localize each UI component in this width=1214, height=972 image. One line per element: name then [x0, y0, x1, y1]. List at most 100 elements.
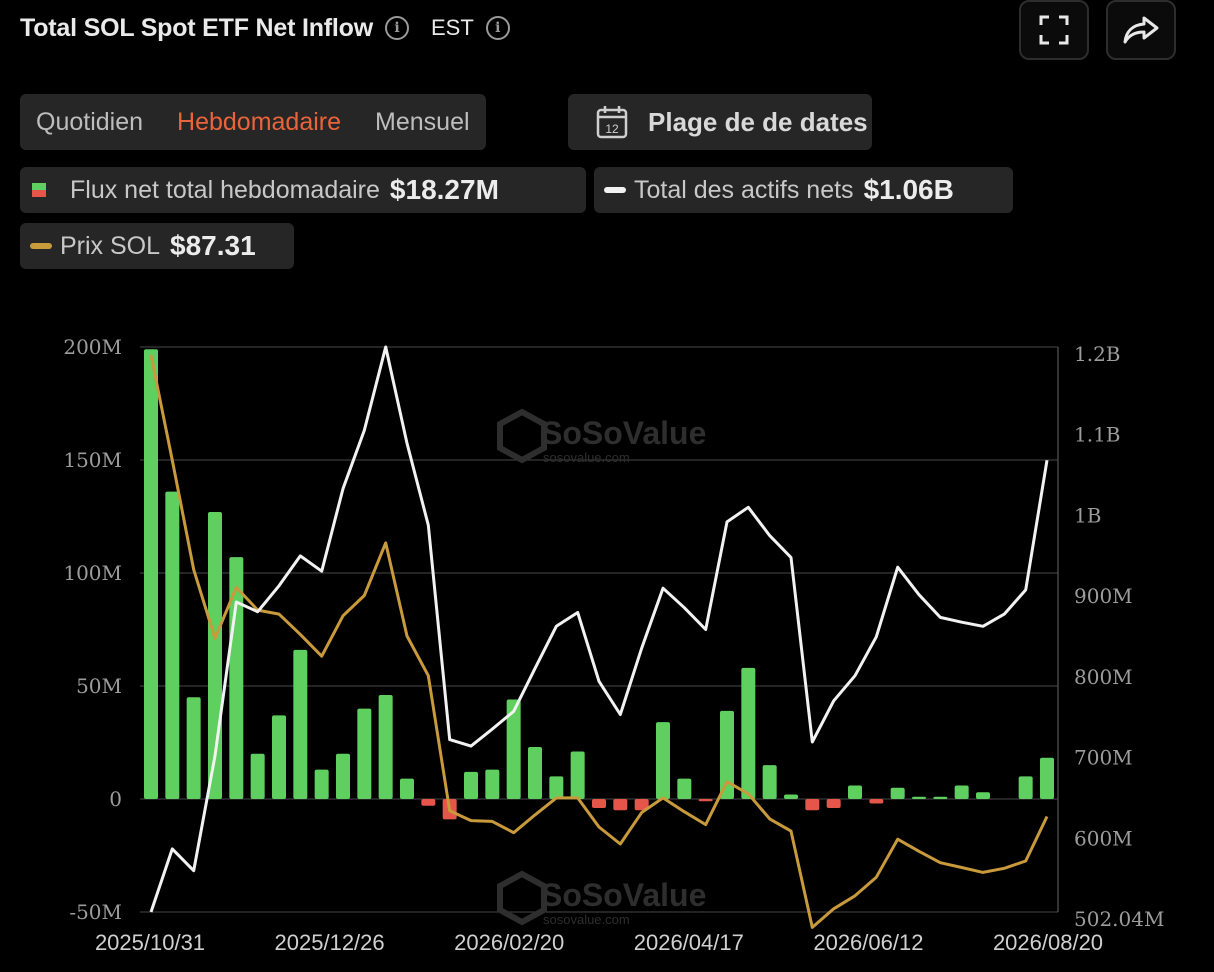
- flow-bar[interactable]: [912, 796, 926, 799]
- x-tick-label: 2026/04/17: [634, 930, 744, 955]
- tab-daily[interactable]: Quotidien: [36, 107, 144, 136]
- page-title: Total SOL Spot ETF Net Inflow: [20, 13, 373, 42]
- flow-bar[interactable]: [762, 765, 777, 799]
- flow-bar[interactable]: [677, 778, 692, 799]
- flow-bar[interactable]: [570, 751, 585, 799]
- tab-monthly[interactable]: Mensuel: [375, 107, 470, 136]
- right-tick-label: 1.1B: [1074, 423, 1121, 447]
- flow-bar[interactable]: [698, 799, 713, 802]
- svg-text:12: 12: [605, 122, 619, 136]
- right-axis: 1.2B 1.1B 1B 900M 800M 700M 600M 502.04M: [1074, 342, 1164, 931]
- bar-series: [144, 349, 1054, 820]
- flow-bar[interactable]: [144, 349, 158, 799]
- flow-bar[interactable]: [720, 710, 734, 799]
- watermark-logo-icon: [497, 408, 547, 464]
- x-tick-label: 2025/10/31: [95, 930, 205, 955]
- flow-bar[interactable]: [528, 747, 542, 799]
- right-tick-label: 700M: [1074, 746, 1133, 770]
- flow-bar[interactable]: [549, 776, 564, 799]
- flow-bar[interactable]: [826, 799, 841, 809]
- flow-bar[interactable]: [165, 491, 180, 799]
- legend-price-value: $87.31: [170, 230, 256, 261]
- legend-net-assets[interactable]: Total des actifs nets $1.06B: [594, 167, 1013, 213]
- flow-bar[interactable]: [314, 769, 329, 799]
- watermark-logo-icon: [497, 870, 547, 926]
- flow-bar[interactable]: [634, 799, 649, 811]
- legend-price[interactable]: Prix SOL $87.31: [20, 223, 294, 269]
- legend-net-flow-label: Flux net total hebdomadaire: [70, 175, 380, 204]
- flow-bar[interactable]: [613, 799, 628, 811]
- x-tick-label: 2026/02/20: [454, 930, 564, 955]
- flow-bar[interactable]: [890, 787, 905, 799]
- x-axis: 2025/10/31 2025/12/26 2026/02/20 2026/04/17…: [95, 930, 1103, 955]
- flow-bar[interactable]: [506, 699, 521, 799]
- flow-bar[interactable]: [869, 799, 884, 804]
- tab-weekly[interactable]: Hebdomadaire: [177, 107, 342, 136]
- flow-bar[interactable]: [464, 771, 478, 799]
- flow-bar[interactable]: [378, 695, 393, 799]
- net-flow-swatch: [32, 183, 46, 197]
- flow-bar[interactable]: [805, 799, 820, 811]
- timezone-label: EST: [430, 15, 474, 40]
- flow-bar[interactable]: [1018, 776, 1033, 799]
- price-swatch: [30, 243, 52, 249]
- watermark-url: sosovalue.com: [543, 450, 630, 465]
- right-tick-label: 502.04M: [1074, 907, 1164, 931]
- right-tick-label: 900M: [1074, 584, 1133, 608]
- share-icon: [1123, 16, 1159, 44]
- left-tick-label: 200M: [63, 335, 122, 359]
- x-tick-label: 2026/06/12: [813, 930, 923, 955]
- watermarks: SoSoValuesosovalue.comSoSoValuesosovalue…: [497, 408, 706, 927]
- x-tick-label: 2025/12/26: [275, 930, 385, 955]
- timezone-info-icon[interactable]: i: [485, 16, 510, 40]
- right-tick-label: 1B: [1074, 503, 1101, 527]
- left-tick-label: 100M: [63, 561, 122, 585]
- legend-net-flow[interactable]: Flux net total hebdomadaire $18.27M: [20, 167, 586, 213]
- price-line[interactable]: [149, 354, 1049, 929]
- left-tick-label: 0: [109, 787, 122, 811]
- flow-bar[interactable]: [1040, 757, 1054, 799]
- left-tick-label: 150M: [63, 448, 122, 472]
- flow-bar[interactable]: [293, 649, 308, 799]
- legend-net-assets-value: $1.06B: [863, 174, 954, 205]
- fullscreen-icon: [1039, 15, 1069, 45]
- watermark-name: SoSoValue: [541, 877, 706, 913]
- flow-bar[interactable]: [656, 722, 670, 799]
- inflow-chart: SoSoValuesosovalue.comSoSoValuesosovalue…: [63, 335, 1164, 955]
- flow-bar[interactable]: [954, 785, 969, 799]
- flow-bar[interactable]: [933, 796, 948, 799]
- line-series: [149, 345, 1049, 929]
- flow-bar[interactable]: [485, 769, 500, 799]
- flow-bar[interactable]: [784, 794, 798, 799]
- left-axis: 200M 150M 100M 50M 0 -50M: [63, 335, 122, 924]
- flow-bar[interactable]: [250, 753, 265, 799]
- fullscreen-button[interactable]: [1019, 0, 1089, 60]
- right-tick-label: 1.2B: [1074, 342, 1121, 366]
- flow-bar[interactable]: [357, 708, 372, 799]
- flow-bar[interactable]: [421, 799, 436, 806]
- right-tick-label: 600M: [1074, 826, 1133, 850]
- left-tick-label: -50M: [69, 900, 122, 924]
- share-button[interactable]: [1106, 0, 1176, 60]
- flow-bar[interactable]: [400, 778, 414, 799]
- flow-bar[interactable]: [741, 667, 756, 799]
- legend-price-label: Prix SOL: [60, 231, 161, 260]
- date-range-button[interactable]: 12 Plage de de dates: [568, 94, 872, 150]
- info-icon[interactable]: i: [384, 16, 409, 40]
- net-assets-line[interactable]: [149, 345, 1049, 913]
- flow-bar[interactable]: [186, 697, 201, 799]
- x-tick-label: 2026/08/20: [993, 930, 1103, 955]
- period-selector: Quotidien Hebdomadaire Mensuel: [20, 94, 486, 150]
- flow-bar[interactable]: [272, 715, 286, 799]
- watermark-url: sosovalue.com: [543, 912, 630, 927]
- flow-bar[interactable]: [848, 785, 862, 799]
- calendar-icon: 12: [596, 106, 628, 139]
- right-tick-label: 800M: [1074, 665, 1133, 689]
- flow-bar[interactable]: [976, 792, 990, 799]
- date-range-label: Plage de de dates: [648, 106, 868, 137]
- flow-bar[interactable]: [592, 799, 606, 809]
- header: Total SOL Spot ETF Net Inflow i EST i: [20, 8, 510, 48]
- flow-bar[interactable]: [336, 753, 350, 799]
